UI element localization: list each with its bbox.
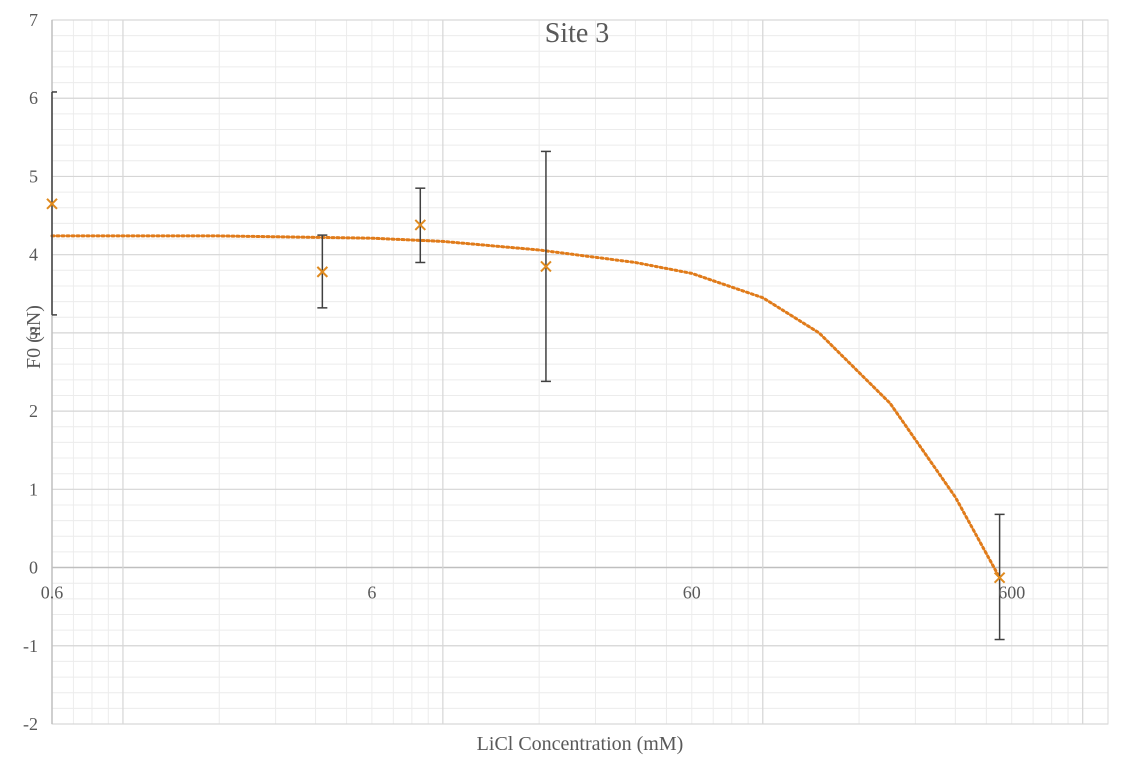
tick-labels: -2 -1 0 1 2 3 4 5 6 7 0.6 6 60 600 <box>23 10 1025 734</box>
marker-stroke <box>46 198 58 210</box>
y-tick-label: 2 <box>29 401 38 421</box>
data-points <box>46 198 1006 584</box>
y-tick-label: 6 <box>29 88 38 108</box>
marker-stroke <box>993 572 1006 584</box>
data-point-marker <box>993 572 1006 584</box>
y-tick-label: 3 <box>29 323 38 343</box>
marker-stroke <box>414 219 426 231</box>
y-tick-label: 5 <box>29 166 38 186</box>
axes <box>51 19 1109 725</box>
data-point-marker <box>316 266 329 278</box>
marker-stroke <box>540 260 552 273</box>
plot-area-border <box>51 19 1109 725</box>
minor-gridlines <box>51 19 1108 725</box>
y-tick-label: -2 <box>23 714 38 734</box>
data-point-marker <box>414 219 426 231</box>
x-axis-title: LiCl Concentration (mM) <box>477 733 684 755</box>
marker-stroke <box>316 266 329 278</box>
major-gridlines <box>52 19 1108 725</box>
y-tick-label: 0 <box>29 558 38 578</box>
x-tick-label: 60 <box>683 583 701 603</box>
trendline <box>50 234 1002 580</box>
x-tick-label: 0.6 <box>41 583 64 603</box>
x-tick-label: 6 <box>367 583 376 603</box>
x-tick-label: 600 <box>998 583 1025 603</box>
error-bars <box>51 91 1005 641</box>
trendline-group <box>50 234 1002 580</box>
chart-title: Site 3 <box>545 18 610 49</box>
data-point-marker <box>540 260 552 273</box>
y-tick-label: 7 <box>29 10 38 30</box>
y-tick-label: -1 <box>23 636 38 656</box>
y-tick-label: 1 <box>29 479 38 499</box>
y-tick-label: 4 <box>29 245 38 265</box>
data-point-marker <box>46 198 58 210</box>
y-axis-title: F0 (nN) <box>23 305 45 369</box>
